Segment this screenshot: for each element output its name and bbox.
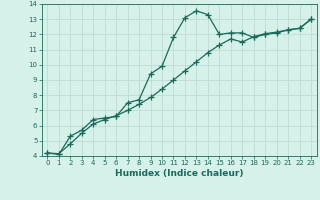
X-axis label: Humidex (Indice chaleur): Humidex (Indice chaleur) (115, 169, 244, 178)
